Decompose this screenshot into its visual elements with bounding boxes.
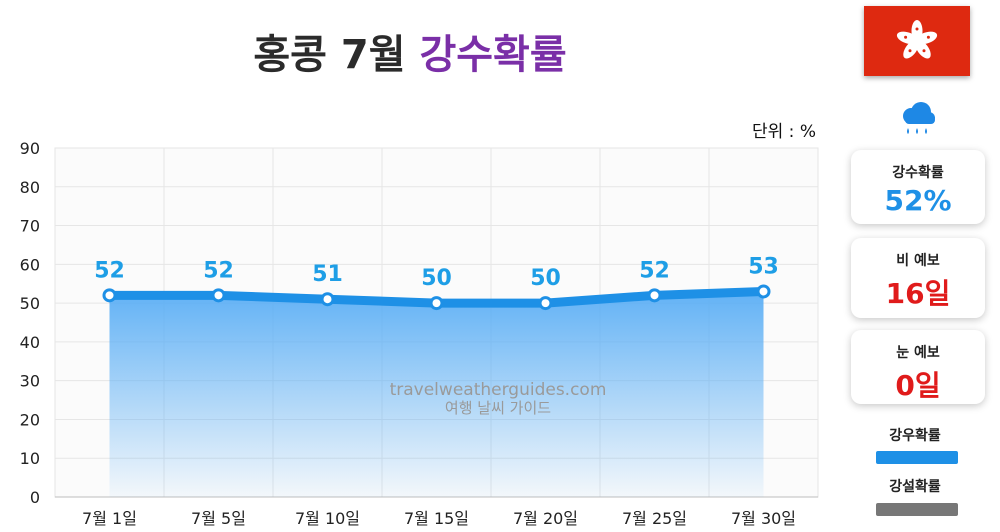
data-point	[211, 288, 226, 303]
data-label: 50	[421, 266, 452, 291]
precipitation-probability-card: 강수확률 52%	[851, 150, 985, 224]
x-tick-label: 7월 25일	[622, 509, 687, 528]
y-tick-label: 10	[20, 449, 40, 468]
x-tick-label: 7월 20일	[513, 509, 578, 528]
snow-forecast-card: 눈 예보 0일	[851, 330, 985, 404]
y-tick-label: 40	[20, 333, 40, 352]
x-tick-label: 7월 10일	[295, 509, 360, 528]
chart-title: 홍콩 7월 강수확률	[0, 22, 820, 80]
rain-cloud-icon	[898, 102, 938, 138]
x-tick-label: 7월 1일	[82, 509, 137, 528]
y-tick-label: 20	[20, 410, 40, 429]
data-label: 52	[639, 258, 670, 283]
data-label: 50	[530, 266, 561, 291]
y-tick-label: 30	[20, 372, 40, 391]
legend-snow-swatch	[876, 503, 958, 516]
y-tick-label: 90	[20, 139, 40, 158]
y-tick-label: 50	[20, 294, 40, 313]
card-value: 16일	[885, 277, 951, 310]
title-main: 홍콩 7월	[253, 32, 406, 78]
data-point	[102, 288, 117, 303]
data-point	[647, 288, 662, 303]
data-point	[320, 292, 335, 307]
card-label: 강수확률	[892, 165, 944, 181]
title-accent: 강수확률	[419, 32, 567, 78]
legend-rain-label: 강우확률	[889, 428, 941, 444]
watermark-subtitle: 여행 날씨 가이드	[445, 399, 551, 417]
data-label: 51	[312, 262, 343, 287]
card-value: 52%	[884, 184, 952, 217]
x-tick-label: 7월 5일	[191, 509, 246, 528]
y-tick-label: 80	[20, 178, 40, 197]
x-tick-label: 7월 15일	[404, 509, 469, 528]
card-value: 0일	[895, 369, 941, 402]
card-label: 비 예보	[896, 253, 940, 269]
data-label: 53	[748, 254, 779, 279]
y-tick-label: 60	[20, 255, 40, 274]
card-label: 눈 예보	[896, 345, 940, 361]
hong-kong-flag-icon	[864, 6, 970, 76]
data-point	[538, 296, 553, 311]
data-point	[756, 284, 771, 299]
series-area-fill	[109, 291, 764, 497]
rain-forecast-card: 비 예보 16일	[851, 238, 985, 318]
y-tick-label: 0	[30, 488, 40, 507]
y-tick-label: 70	[20, 217, 40, 236]
data-label: 52	[203, 258, 234, 283]
legend-rain-swatch	[876, 451, 958, 464]
data-label: 52	[94, 258, 125, 283]
x-tick-label: 7월 30일	[731, 509, 796, 528]
legend-snow-label: 강설확률	[889, 479, 941, 495]
data-point	[429, 296, 444, 311]
unit-label: 단위 : %	[752, 122, 816, 142]
watermark-url: travelweatherguides.com	[390, 380, 607, 400]
